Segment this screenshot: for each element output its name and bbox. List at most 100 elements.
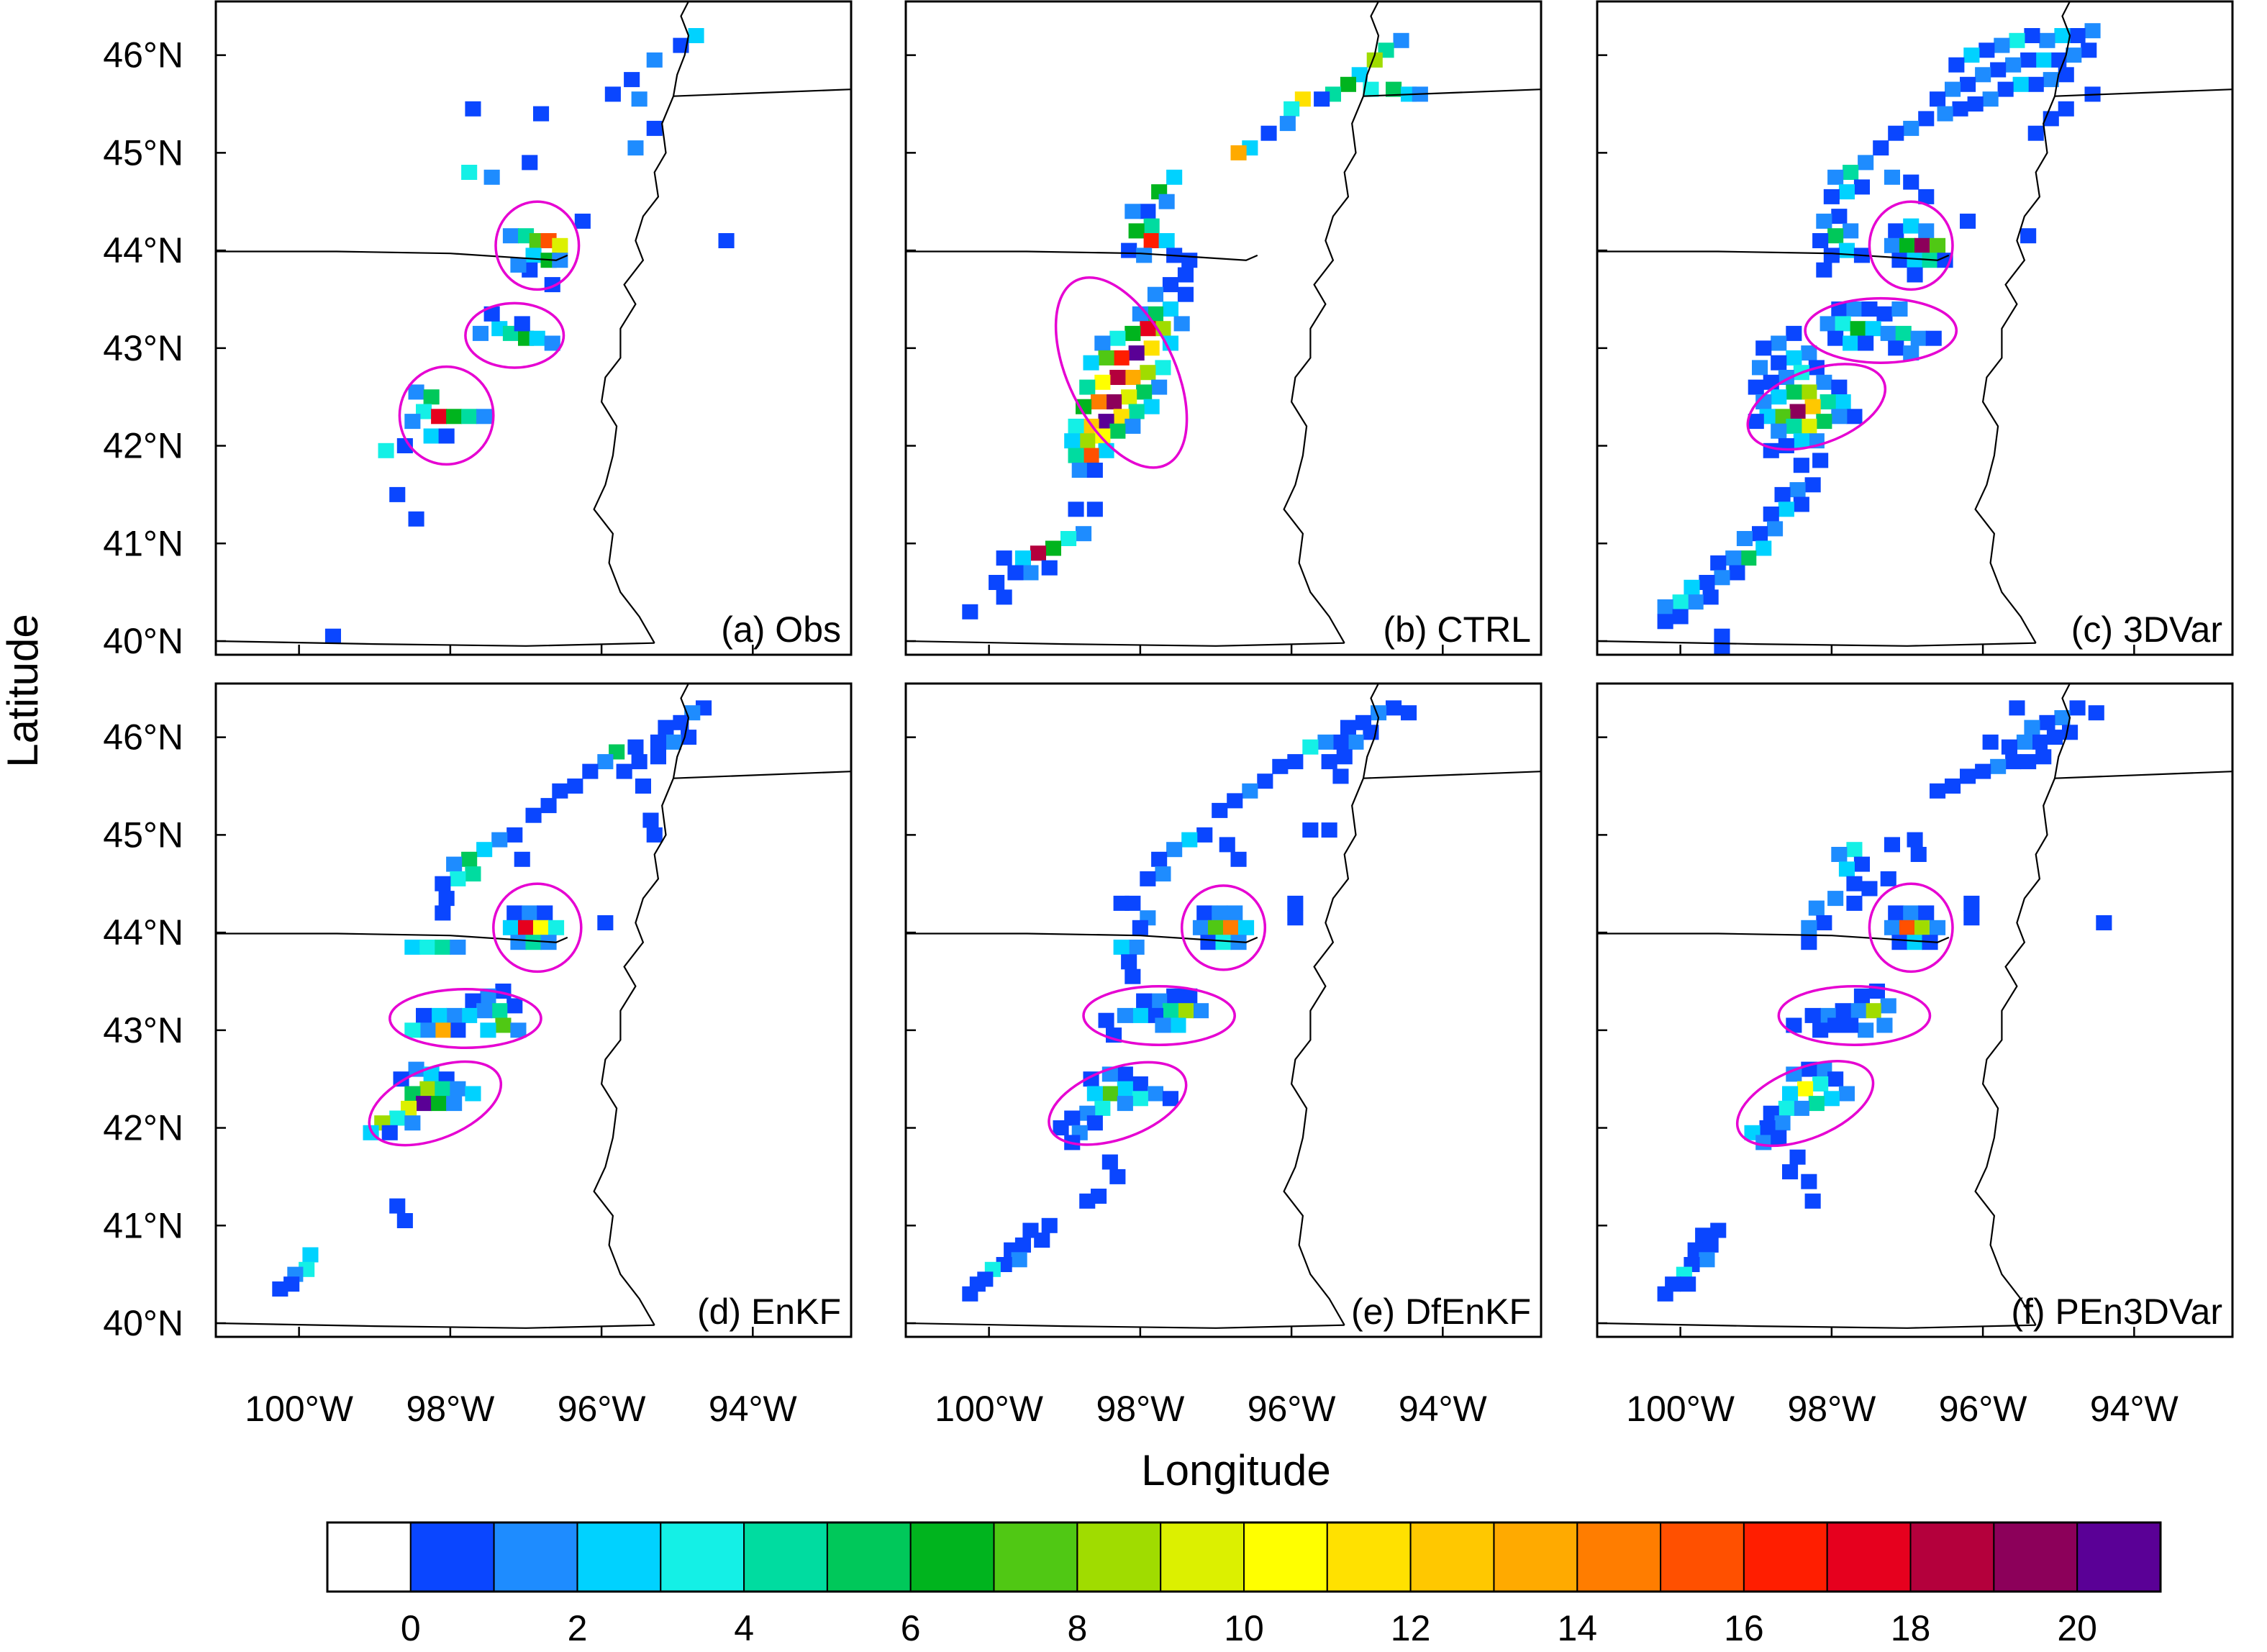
precip-cell [597, 915, 614, 930]
precip-cell [1151, 851, 1168, 867]
precip-cell [688, 28, 704, 43]
precip-cell [1888, 125, 1904, 141]
precip-cell [1853, 179, 1870, 195]
precip-cell [1982, 91, 1999, 107]
precip-cell [1143, 340, 1160, 356]
panel-frame [214, 0, 853, 656]
precip-cell [1767, 521, 1784, 537]
ne-ks-border [216, 640, 655, 647]
highlight-ellipse [1868, 200, 1954, 291]
colorbar-swatch [1493, 1522, 1578, 1592]
precip-cell [2035, 749, 2052, 765]
precip-cell [1192, 1003, 1209, 1019]
precip-cell [1030, 545, 1046, 561]
precip-cell [435, 1022, 451, 1038]
precip-cell [1177, 267, 1194, 283]
precip-cell [522, 155, 538, 171]
precip-cell [1147, 306, 1163, 322]
panel-label: (e) DfEnKF [1351, 1292, 1531, 1332]
precip-cell [1997, 81, 2014, 97]
precip-cell [446, 409, 463, 425]
precip-cell [1140, 871, 1156, 886]
precip-cell [1786, 325, 1802, 341]
precip-cell [1907, 267, 1923, 283]
precip-cell [1332, 734, 1349, 750]
precip-cell [1076, 526, 1092, 542]
colorbar-swatch [826, 1522, 912, 1592]
precip-cell [1094, 335, 1111, 351]
precip-cell [996, 550, 1012, 566]
precip-cell [525, 935, 542, 950]
precip-cell [537, 905, 553, 921]
precip-cell [2016, 734, 2032, 750]
precip-cell [1736, 531, 1753, 546]
precip-cell [1888, 340, 1904, 356]
panel-frame [904, 0, 1543, 656]
precip-cell [1238, 920, 1255, 935]
precip-cell [1672, 594, 1689, 610]
highlight-ellipse [494, 200, 581, 291]
y-tick-label: 42°N [103, 426, 183, 466]
precip-cell [533, 106, 550, 122]
precip-cell [1846, 895, 1863, 911]
precip-cell [1891, 253, 1908, 268]
precip-cell [1827, 891, 1844, 907]
precip-cell [631, 91, 648, 107]
precip-cell [1918, 189, 1935, 204]
precip-cell [1041, 1217, 1058, 1233]
precip-cell [1930, 237, 1946, 253]
precip-cell [1143, 233, 1160, 248]
x-tick-label: 98°W [1096, 1389, 1185, 1429]
precip-cell [582, 763, 599, 779]
precip-cell [658, 720, 674, 735]
precip-cell [1930, 920, 1946, 935]
precip-cell [1963, 895, 1980, 911]
precip-cell [2009, 32, 2025, 48]
precip-cell [1873, 140, 1889, 156]
precip-cell [1801, 418, 1817, 434]
precip-cell [416, 1007, 432, 1023]
precip-cell [1978, 42, 1995, 58]
precip-cell [1121, 389, 1137, 405]
colorbar-swatch [1243, 1522, 1328, 1592]
precip-cell [1793, 458, 1809, 473]
precip-cell [491, 1003, 508, 1019]
precip-cell [1136, 993, 1153, 1009]
colorbar-tick-label: 2 [568, 1608, 588, 1648]
precip-cell [1279, 116, 1296, 132]
precip-cell [1850, 1003, 1866, 1019]
precip-cell [1076, 399, 1092, 414]
precip-cell [1699, 1252, 1715, 1268]
precip-cell [2081, 42, 2097, 58]
panel-frame [1596, 682, 2234, 1338]
precip-cell [1714, 628, 1730, 644]
x-tick-label: 94°W [709, 1389, 798, 1429]
precip-cell [1086, 463, 1103, 478]
precip-cell [1113, 350, 1130, 366]
precip-cell [1755, 540, 1772, 556]
precip-cell [431, 1007, 448, 1023]
precip-cell [1782, 1164, 1799, 1180]
precip-cell [1786, 384, 1802, 400]
river-border-north [1362, 684, 1380, 779]
colorbar-swatch [493, 1522, 578, 1592]
precip-cell [389, 1110, 406, 1126]
precip-cell [472, 325, 489, 341]
precip-cell [1143, 399, 1160, 414]
precip-cell [1332, 768, 1349, 784]
highlight-ellipse [389, 988, 542, 1049]
precip-cell [642, 812, 659, 828]
colorbar-tick-label: 16 [1724, 1608, 1764, 1648]
colorbar-swatch [327, 1522, 412, 1592]
highlight-ellipse [1048, 1061, 1188, 1146]
precip-cell [1125, 370, 1141, 385]
precip-cell [1789, 482, 1806, 498]
panel-label: (d) EnKF [697, 1292, 841, 1332]
precip-cell [1321, 754, 1337, 770]
precip-cell [1098, 350, 1114, 366]
precip-cell [1903, 905, 1920, 921]
precip-cell [1064, 433, 1081, 449]
precip-cell [1835, 1003, 1851, 1019]
precip-cell [1994, 37, 2010, 53]
precip-cell [1793, 496, 1809, 512]
